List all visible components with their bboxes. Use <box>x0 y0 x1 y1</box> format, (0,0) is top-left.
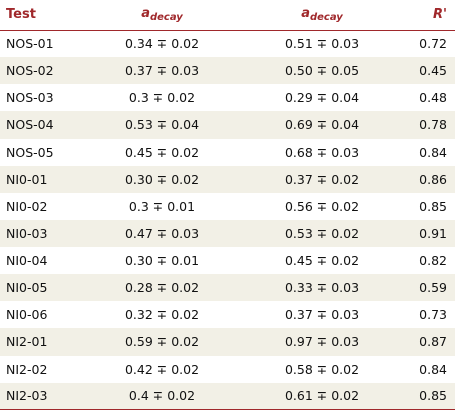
cell-a-decay-2: 0.97 ∓ 0.03 <box>284 334 360 350</box>
cell-a-decay-1: 0.30 ∓ 0.01 <box>124 253 200 269</box>
table-row: NI2-02 0.42 ∓ 0.02 0.58 ∓ 0.02 0.84 <box>0 356 455 383</box>
cell-a-decay-1: 0.32 ∓ 0.02 <box>124 307 200 323</box>
cell-test: NI0-02 <box>6 198 48 214</box>
cell-a-decay-1: 0.45 ∓ 0.02 <box>124 144 200 160</box>
table-row: NOS-02 0.37 ∓ 0.03 0.50 ∓ 0.05 0.45 <box>0 57 455 85</box>
cell-a-decay-2: 0.58 ∓ 0.02 <box>284 361 360 377</box>
cell-a-decay-1: 0.3 ∓ 0.01 <box>128 198 196 214</box>
cell-a-decay-1: 0.53 ∓ 0.04 <box>124 117 200 133</box>
cell-r-prime: 0.48 <box>419 90 447 106</box>
cell-r-prime: 0.78 <box>419 117 447 133</box>
header-a-decay-1-sub: decay <box>149 12 183 24</box>
cell-r-prime: 0.82 <box>419 253 447 269</box>
cell-test: NI0-05 <box>6 280 48 296</box>
header-a-decay-2: adecay <box>242 0 402 31</box>
cell-test: NI2-03 <box>0 382 82 411</box>
cell-a-decay-2: 0.51 ∓ 0.03 <box>284 36 360 52</box>
table-row: NI0-04 0.30 ∓ 0.01 0.45 ∓ 0.02 0.82 <box>0 247 455 274</box>
cell-test: NOS-04 <box>6 117 54 133</box>
cell-a-decay-2: 0.29 ∓ 0.04 <box>284 90 360 106</box>
cell-a-decay-2: 0.50 ∓ 0.05 <box>284 63 360 79</box>
cell-r-prime: 0.85 <box>419 198 447 214</box>
cell-test: NI0-01 <box>6 171 48 187</box>
table-row: NOS-01 0.34 ∓ 0.02 0.51 ∓ 0.03 0.72 <box>0 30 455 57</box>
header-test: Test <box>0 0 82 31</box>
cell-a-decay-1: 0.47 ∓ 0.03 <box>124 225 200 241</box>
cell-test: NOS-02 <box>6 63 54 79</box>
cell-test: NI0-06 <box>6 307 48 323</box>
cell-a-decay-1: 0.4 ∓ 0.02 <box>82 382 242 411</box>
header-row: Test adecay adecay R' <box>0 0 455 31</box>
cell-test: NI2-01 <box>6 334 48 350</box>
cell-r-prime: 0.85 <box>402 382 455 411</box>
cell-a-decay-2: 0.37 ∓ 0.02 <box>284 171 360 187</box>
cell-a-decay-1: 0.28 ∓ 0.02 <box>124 280 200 296</box>
table-header: Test adecay adecay R' <box>0 0 455 31</box>
header-a-decay-1-main: a <box>141 6 150 22</box>
table-body: NOS-01 0.34 ∓ 0.02 0.51 ∓ 0.03 0.72 NOS-02 0.… <box>0 30 455 411</box>
header-a-decay-2-sub: decay <box>309 12 343 24</box>
cell-a-decay-2: 0.61 ∓ 0.02 <box>242 382 402 411</box>
cell-a-decay-2: 0.33 ∓ 0.03 <box>284 280 360 296</box>
cell-r-prime: 0.91 <box>419 225 447 241</box>
cell-r-prime: 0.84 <box>419 361 447 377</box>
cell-r-prime: 0.59 <box>419 280 447 296</box>
cell-a-decay-1: 0.3 ∓ 0.02 <box>128 90 196 106</box>
table-row: NI2-01 0.59 ∓ 0.02 0.97 ∓ 0.03 0.87 <box>0 328 455 356</box>
cell-a-decay-2: 0.37 ∓ 0.03 <box>284 307 360 323</box>
table-row: NI0-06 0.32 ∓ 0.02 0.37 ∓ 0.03 0.73 <box>0 301 455 328</box>
table-row: NOS-04 0.53 ∓ 0.04 0.69 ∓ 0.04 0.78 <box>0 111 455 139</box>
cell-a-decay-1: 0.30 ∓ 0.02 <box>124 171 200 187</box>
cell-a-decay-2: 0.45 ∓ 0.02 <box>284 253 360 269</box>
cell-a-decay-2: 0.68 ∓ 0.03 <box>284 144 360 160</box>
header-a-decay-1: adecay <box>82 0 242 31</box>
table-row: NI2-03 0.4 ∓ 0.02 0.61 ∓ 0.02 0.85 <box>0 382 455 411</box>
cell-a-decay-2: 0.56 ∓ 0.02 <box>284 198 360 214</box>
table-row: NOS-05 0.45 ∓ 0.02 0.68 ∓ 0.03 0.84 <box>0 139 455 166</box>
table-row: NI0-03 0.47 ∓ 0.03 0.53 ∓ 0.02 0.91 <box>0 219 455 247</box>
cell-a-decay-1: 0.59 ∓ 0.02 <box>124 334 200 350</box>
cell-test: NOS-05 <box>6 144 54 160</box>
cell-r-prime: 0.45 <box>419 63 447 79</box>
table-row: NOS-03 0.3 ∓ 0.02 0.29 ∓ 0.04 0.48 <box>0 84 455 111</box>
table-row: NI0-02 0.3 ∓ 0.01 0.56 ∓ 0.02 0.85 <box>0 193 455 220</box>
cell-a-decay-2: 0.69 ∓ 0.04 <box>284 117 360 133</box>
cell-test: NI0-03 <box>6 225 48 241</box>
cell-test: NI0-04 <box>6 253 48 269</box>
header-a-decay-2-main: a <box>301 6 310 22</box>
cell-test: NI2-02 <box>6 361 48 377</box>
cell-r-prime: 0.86 <box>419 171 447 187</box>
header-r-prime: R' <box>402 0 455 31</box>
cell-test: NOS-03 <box>6 90 54 106</box>
cell-r-prime: 0.84 <box>419 144 447 160</box>
table-row: NI0-05 0.28 ∓ 0.02 0.33 ∓ 0.03 0.59 <box>0 274 455 302</box>
table-row: NI0-01 0.30 ∓ 0.02 0.37 ∓ 0.02 0.86 <box>0 165 455 193</box>
cell-test: NOS-01 <box>6 36 54 52</box>
cell-r-prime: 0.87 <box>419 334 447 350</box>
cell-a-decay-1: 0.37 ∓ 0.03 <box>124 63 200 79</box>
cell-a-decay-1: 0.42 ∓ 0.02 <box>124 361 200 377</box>
cell-a-decay-1: 0.34 ∓ 0.02 <box>124 36 200 52</box>
data-table: Test adecay adecay R' NOS-01 0.34 ∓ 0.02 0… <box>0 0 455 411</box>
cell-a-decay-2: 0.53 ∓ 0.02 <box>284 225 360 241</box>
cell-r-prime: 0.73 <box>419 307 447 323</box>
cell-r-prime: 0.72 <box>419 36 447 52</box>
